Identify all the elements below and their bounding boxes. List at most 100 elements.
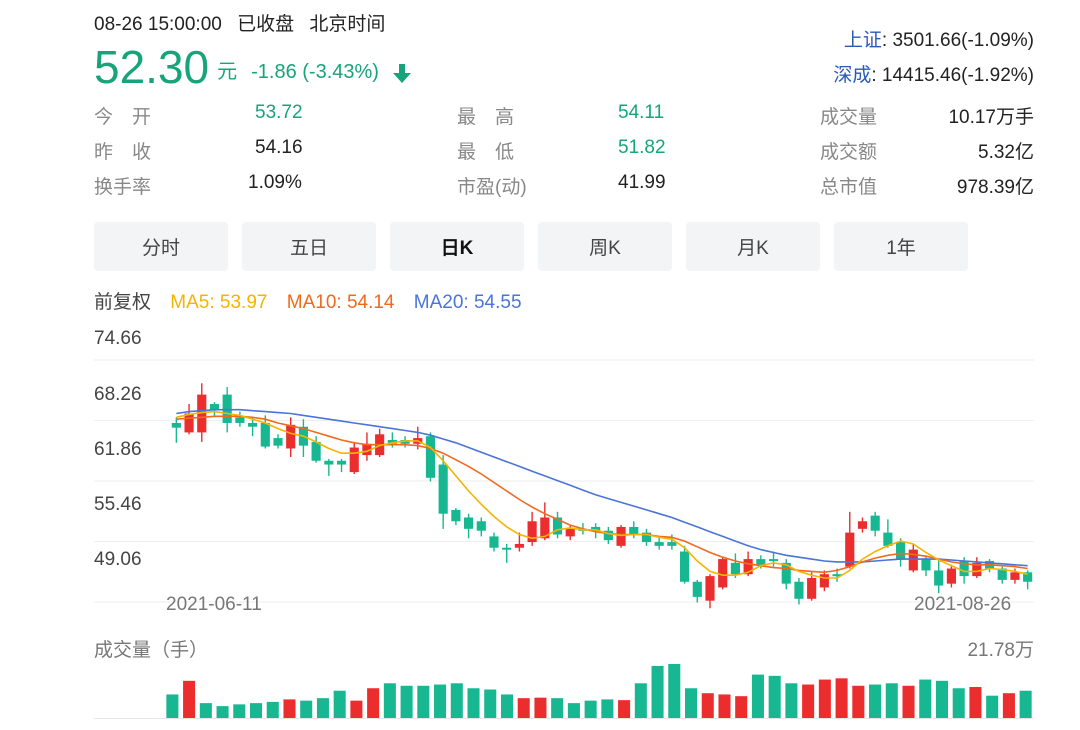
candle[interactable] [527,511,537,546]
candle[interactable] [616,525,626,548]
index-shenzhen[interactable]: 深成: 14415.46(-1.92%) [833,60,1034,87]
candle[interactable] [870,511,880,537]
volume-bar[interactable] [869,684,882,718]
volume-bar[interactable] [450,683,463,718]
volume-bar[interactable] [835,678,848,718]
tab-one-year[interactable]: 1年 [834,222,968,271]
volume-bar[interactable] [718,694,731,718]
candle[interactable] [502,543,512,563]
volume-bar[interactable] [768,675,781,718]
tab-daily-k[interactable]: 日K [390,222,524,271]
volume-bar[interactable] [651,665,664,718]
candle[interactable] [336,458,347,473]
volume-bar[interactable] [183,680,196,718]
volume-bar[interactable] [199,703,212,718]
candle[interactable] [807,572,817,601]
volume-bar[interactable] [333,690,346,718]
candle[interactable] [171,417,181,443]
candle[interactable] [908,543,918,573]
candle[interactable] [324,458,334,476]
volume-bar[interactable] [316,698,329,718]
volume-bar[interactable] [735,696,748,718]
candle[interactable] [819,570,829,592]
candle[interactable] [641,528,652,546]
candle[interactable] [235,411,245,427]
volume-bar[interactable] [166,694,179,718]
volume-bar[interactable] [567,703,580,718]
candle[interactable] [972,557,982,578]
candle[interactable] [692,579,702,603]
candle[interactable] [425,432,436,482]
candle[interactable] [591,523,601,539]
volume-bar[interactable] [467,688,480,718]
volume-bar[interactable] [534,697,547,718]
candle[interactable] [464,513,474,539]
candle[interactable] [349,441,359,475]
volume-bar[interactable] [701,693,714,718]
volume-bar[interactable] [935,680,949,718]
volume-bar[interactable] [684,688,698,718]
candle[interactable] [184,404,194,435]
volume-bar[interactable] [484,689,497,718]
candle[interactable] [680,545,690,584]
volume-bar[interactable] [802,684,815,718]
volume-bar[interactable] [400,685,413,718]
candle[interactable] [730,553,740,578]
volume-bar[interactable] [818,679,831,718]
volume-bar[interactable] [434,684,447,718]
tab-five-day[interactable]: 五日 [242,222,376,271]
candle[interactable] [946,564,956,588]
volume-bar[interactable] [300,700,313,718]
volume-bar[interactable] [383,683,396,718]
candle[interactable] [400,436,410,448]
volume-bar[interactable] [969,687,982,718]
volume-bar[interactable] [417,685,430,718]
index-shanghai[interactable]: 上证: 3501.66(-1.09%) [844,25,1034,52]
volume-bar[interactable] [233,704,246,718]
volume-bar[interactable] [266,701,279,718]
volume-bar[interactable] [852,685,865,718]
volume-bar[interactable] [551,698,564,718]
candle[interactable] [705,574,715,609]
volume-bar[interactable] [216,706,229,718]
volume-bar[interactable] [249,703,263,718]
candle[interactable] [883,519,893,548]
candle[interactable] [476,517,486,537]
candle[interactable] [451,508,461,526]
candle[interactable] [718,557,728,590]
candle[interactable] [857,517,868,533]
candle[interactable] [603,526,613,544]
volume-bar[interactable] [952,688,965,718]
tab-intraday[interactable]: 分时 [94,222,228,271]
tab-weekly-k[interactable]: 周K [538,222,672,271]
volume-bar[interactable] [601,699,614,718]
tab-monthly-k[interactable]: 月K [686,222,820,271]
volume-bar[interactable] [367,688,380,718]
adjust-mode[interactable]: 前复权 [94,292,152,313]
volume-bar[interactable] [1019,690,1032,718]
candle[interactable] [896,538,906,567]
volume-bar[interactable] [902,685,915,718]
candle[interactable] [248,417,258,437]
volume-bar[interactable] [751,674,764,718]
candle[interactable] [260,415,270,449]
volume-bar[interactable] [785,683,798,718]
volume-bar[interactable] [634,683,647,718]
volume-bar[interactable] [584,700,597,718]
candle[interactable] [654,536,664,550]
candle[interactable] [845,511,855,569]
candle[interactable] [311,436,321,463]
volume-bar[interactable] [500,694,514,718]
candle[interactable] [514,532,524,552]
volume-bar[interactable] [986,695,999,718]
volume-bar[interactable] [668,663,681,718]
candle[interactable] [286,417,296,457]
volume-bar[interactable] [517,698,530,718]
volume-bar[interactable] [283,699,296,718]
candle[interactable] [629,521,639,539]
candle[interactable] [362,432,372,461]
candle[interactable] [794,577,804,605]
candle[interactable] [540,502,550,541]
